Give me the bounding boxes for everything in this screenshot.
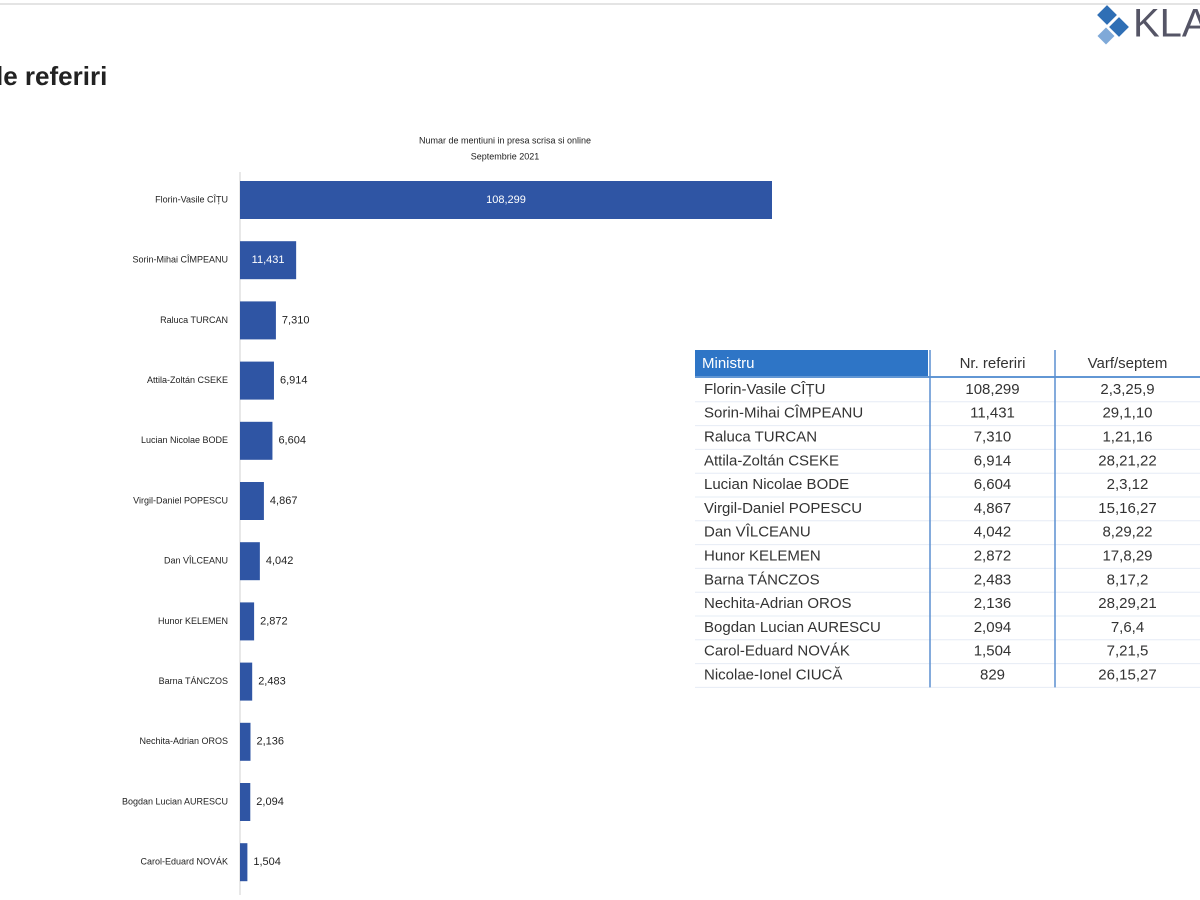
- table-cell: 2,3,25,9: [1100, 381, 1154, 398]
- table-cell: 1,21,16: [1102, 428, 1152, 445]
- category-label: Florin-Vasile CÎȚU: [155, 194, 228, 204]
- table-cell: 17,8,29: [1102, 547, 1152, 564]
- value-label: 2,094: [256, 796, 284, 808]
- category-label: Sorin-Mihai CÎMPEANU: [132, 255, 228, 265]
- bar: [240, 361, 274, 400]
- category-label: Attila-Zoltán CSEKE: [147, 375, 228, 385]
- bar: [240, 181, 772, 219]
- table-cell: 4,042: [974, 524, 1012, 541]
- bar: [240, 301, 276, 340]
- table-cell: 28,21,22: [1098, 452, 1156, 469]
- value-label: 7,310: [282, 314, 310, 326]
- category-label: Raluca TURCAN: [160, 315, 228, 325]
- bar: [240, 602, 255, 641]
- table-cell: Nicolae-Ionel CIUCĂ: [704, 666, 842, 683]
- value-label: 1,504: [253, 856, 281, 868]
- table-cell: 1,504: [974, 643, 1012, 660]
- value-label: 2,483: [258, 676, 286, 688]
- table-cell: 8,17,2: [1107, 571, 1149, 588]
- bar: [240, 542, 260, 581]
- table-header: Ministru: [702, 355, 755, 372]
- logo-text: KLA: [1133, 2, 1200, 46]
- category-label: Hunor KELEMEN: [158, 616, 228, 626]
- bar: [240, 241, 297, 280]
- bar: [240, 482, 264, 520]
- table-header: Varf/septem: [1088, 355, 1168, 372]
- bar: [240, 421, 273, 460]
- category-label: Lucian Nicolae BODE: [141, 435, 228, 445]
- table-cell: Carol-Eduard NOVÁK: [704, 643, 850, 660]
- category-label: Dan VÎLCEANU: [164, 556, 228, 566]
- table-cell: 7,21,5: [1107, 643, 1149, 660]
- value-label: 108,299: [486, 194, 526, 206]
- header-cell-fill: [695, 350, 928, 376]
- table-cell: 7,6,4: [1111, 619, 1144, 636]
- table-cell: 108,299: [965, 381, 1019, 398]
- bar: [240, 722, 251, 761]
- table-cell: 7,310: [974, 428, 1012, 445]
- chart-title: Numar de mentiuni in presa scrisa si onl…: [419, 135, 591, 145]
- table-cell: Dan VÎLCEANU: [704, 524, 811, 541]
- table-cell: 11,431: [970, 405, 1015, 422]
- bar: [240, 662, 253, 701]
- table-cell: 28,29,21: [1098, 595, 1156, 612]
- chart-subtitle: Septembrie 2021: [471, 151, 540, 161]
- table-cell: Nechita-Adrian OROS: [704, 595, 852, 612]
- table-cell: 2,872: [974, 547, 1012, 564]
- value-label: 2,872: [260, 615, 288, 627]
- table-cell: Raluca TURCAN: [704, 428, 817, 445]
- table-cell: 829: [980, 666, 1005, 683]
- value-label: 4,042: [266, 555, 294, 567]
- table-cell: 29,1,10: [1102, 405, 1152, 422]
- table-header: Nr. referiri: [960, 355, 1026, 372]
- value-label: 11,431: [252, 254, 285, 266]
- table-cell: 2,483: [974, 571, 1012, 588]
- category-label: Barna TÁNCZOS: [159, 676, 228, 686]
- table-cell: Hunor KELEMEN: [704, 547, 821, 564]
- logo: KLA: [1097, 2, 1200, 46]
- value-label: 6,914: [280, 375, 308, 387]
- table-cell: 2,094: [974, 619, 1012, 636]
- category-label: Virgil-Daniel POPESCU: [133, 495, 228, 505]
- bar: [240, 783, 251, 821]
- table-cell: 6,604: [974, 476, 1012, 493]
- slide-title: le referiri: [0, 61, 107, 91]
- table-cell: 26,15,27: [1098, 666, 1156, 683]
- table-cell: 15,16,27: [1098, 500, 1156, 517]
- table-cell: Florin-Vasile CÎȚU: [704, 381, 825, 398]
- value-label: 4,867: [270, 495, 298, 507]
- table-cell: Virgil-Daniel POPESCU: [704, 500, 862, 517]
- table-cell: Attila-Zoltán CSEKE: [704, 452, 839, 469]
- table-cell: Bogdan Lucian AURESCU: [704, 619, 881, 636]
- value-label: 2,136: [256, 736, 284, 748]
- table-cell: Lucian Nicolae BODE: [704, 476, 849, 493]
- table-cell: 6,914: [974, 452, 1012, 469]
- table-cell: 2,136: [974, 595, 1012, 612]
- table-cell: Barna TÁNCZOS: [704, 571, 820, 588]
- category-label: Carol-Eduard NOVÁK: [140, 857, 228, 867]
- table-cell: 2,3,12: [1107, 476, 1149, 493]
- value-label: 6,604: [278, 435, 306, 447]
- table-cell: 8,29,22: [1102, 524, 1152, 541]
- table-cell: Sorin-Mihai CÎMPEANU: [704, 405, 863, 422]
- category-label: Nechita-Adrian OROS: [139, 736, 228, 746]
- table-cell: 4,867: [974, 500, 1012, 517]
- category-label: Bogdan Lucian AURESCU: [122, 796, 228, 806]
- bar: [240, 843, 248, 882]
